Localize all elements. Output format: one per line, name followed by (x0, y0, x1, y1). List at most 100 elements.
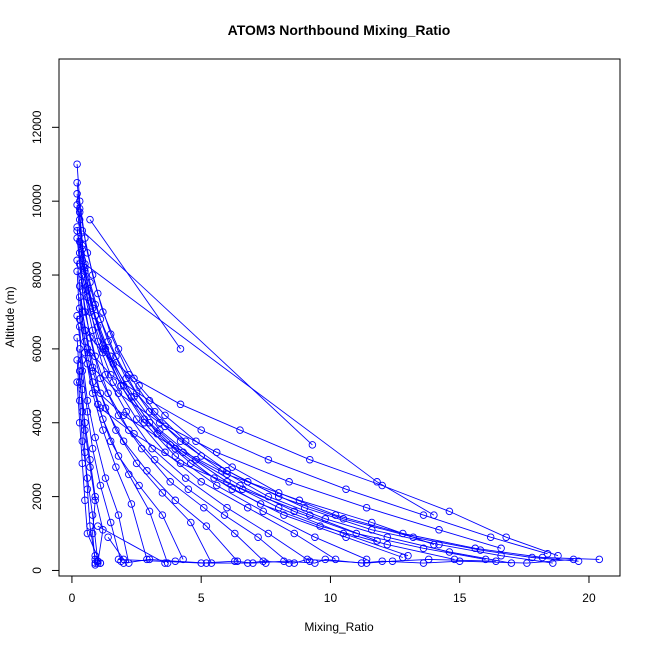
data-point (435, 526, 443, 534)
data-point (145, 396, 154, 405)
data-point (303, 555, 311, 564)
data-point (75, 418, 84, 427)
data-point (96, 404, 105, 412)
data-point (212, 448, 221, 457)
data-point (445, 507, 454, 516)
data-point (75, 204, 84, 213)
data-point (342, 533, 350, 541)
data-point (99, 426, 107, 434)
series-line (79, 326, 122, 562)
data-point (88, 444, 97, 453)
data-point (86, 463, 94, 471)
data-point (73, 311, 81, 320)
data-point (132, 415, 141, 423)
data-point (171, 452, 180, 460)
series-line (84, 330, 559, 557)
data-point (528, 553, 536, 562)
data-point (75, 293, 84, 301)
series-line (118, 558, 574, 564)
series-31 (86, 215, 185, 353)
data-point (106, 518, 115, 527)
series-line (76, 238, 267, 564)
data-point (455, 557, 464, 565)
series-line (76, 182, 579, 562)
series-line (84, 263, 435, 516)
data-point (331, 555, 340, 564)
data-point (75, 208, 84, 217)
y-tick-label: 12000 (30, 110, 44, 144)
data-point (342, 485, 350, 493)
data-point (86, 455, 94, 464)
series-line (79, 219, 553, 564)
data-point (197, 426, 205, 434)
data-point (231, 557, 239, 565)
data-point (78, 356, 87, 364)
data-point (176, 459, 185, 468)
data-point (161, 411, 169, 420)
data-point (114, 511, 123, 519)
data-point (264, 492, 273, 501)
data-point (130, 430, 138, 438)
series-line (76, 271, 169, 564)
data-point (81, 326, 89, 335)
data-point (112, 426, 120, 434)
data-point (362, 503, 371, 512)
series-line (100, 407, 378, 542)
data-point (99, 526, 107, 534)
series-line (107, 536, 124, 560)
data-point (145, 507, 154, 516)
data-point (91, 496, 99, 505)
data-point (254, 533, 262, 541)
data-point (595, 555, 604, 564)
data-point (202, 559, 211, 567)
data-point (243, 503, 252, 512)
data-point (158, 489, 167, 497)
data-point (223, 503, 231, 512)
data-point (290, 507, 299, 516)
data-point (73, 160, 81, 168)
data-point (132, 459, 141, 468)
y-tick-label: 10000 (30, 184, 44, 218)
data-point (192, 437, 200, 445)
data-point (523, 559, 531, 567)
data-point (450, 555, 459, 564)
data-point (119, 559, 128, 567)
data-point (285, 478, 293, 486)
series-line (79, 370, 96, 560)
data-point (119, 437, 128, 445)
data-point (91, 559, 99, 567)
data-point (94, 289, 102, 298)
x-tick-label: 20 (582, 591, 596, 605)
data-point (158, 511, 167, 519)
x-tick-label: 10 (324, 591, 338, 605)
data-point (119, 411, 128, 420)
data-point (574, 557, 583, 565)
data-point (78, 459, 87, 468)
data-point (114, 389, 123, 397)
data-point (497, 551, 505, 560)
series-19 (73, 311, 133, 567)
data-point (187, 518, 195, 527)
data-point (73, 190, 81, 198)
data-point (83, 396, 92, 405)
series-34 (94, 522, 169, 567)
data-point (161, 448, 169, 457)
series-line (97, 525, 166, 564)
data-point (373, 478, 381, 486)
data-point (125, 470, 133, 479)
series-line (123, 558, 496, 564)
data-point (73, 223, 81, 231)
data-point (419, 544, 428, 553)
series-line (79, 212, 403, 558)
data-point (145, 418, 154, 427)
series-line (76, 337, 104, 564)
data-point (218, 467, 226, 475)
data-point (78, 437, 87, 445)
data-point (223, 470, 231, 479)
series-38 (119, 555, 500, 567)
data-point (91, 561, 99, 569)
data-point (73, 378, 81, 386)
data-point (435, 540, 443, 549)
series-layer (73, 160, 604, 569)
